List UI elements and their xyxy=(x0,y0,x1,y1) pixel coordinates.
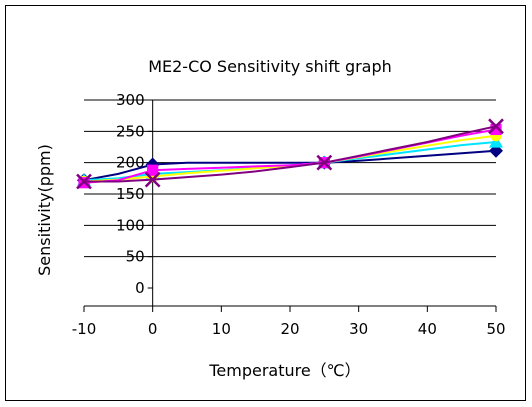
chart-title: ME2-CO Sensitivity shift graph xyxy=(148,57,392,76)
data-point xyxy=(488,118,504,135)
gridlines xyxy=(84,99,496,258)
data-point xyxy=(490,123,502,136)
x-tick-label: -10 xyxy=(72,320,97,338)
x-tick-label: 30 xyxy=(349,320,368,338)
data-point xyxy=(147,164,159,176)
y-tick-label: 50 xyxy=(126,248,145,266)
y-axis-label: Sensitivity(ppm) xyxy=(35,144,54,276)
x-tick-label: 20 xyxy=(280,320,299,338)
x-tick-label: 10 xyxy=(212,320,231,338)
y-tick-label: 0 xyxy=(135,279,145,297)
tick-labels: 0 50 100 150 200 250 300 -10 0 10 20 30 40 50 xyxy=(72,91,506,338)
y-tick-label: 200 xyxy=(116,154,145,172)
data-point xyxy=(76,173,92,190)
y-tick-label: 250 xyxy=(116,122,145,140)
y-tick-label: 100 xyxy=(116,216,145,234)
chart-frame xyxy=(5,5,526,401)
data-point xyxy=(316,154,333,171)
x-tick-label: 40 xyxy=(418,320,437,338)
x-tick-label: 50 xyxy=(486,320,505,338)
data-point xyxy=(144,171,161,188)
y-tick-label: 150 xyxy=(116,185,145,203)
x-tick-label: 0 xyxy=(148,320,158,338)
series-group xyxy=(76,118,504,190)
axes xyxy=(83,99,497,312)
x-axis-label: Temperature（℃） xyxy=(208,361,360,380)
series-5 xyxy=(76,118,504,190)
y-tick-label: 300 xyxy=(116,91,145,109)
